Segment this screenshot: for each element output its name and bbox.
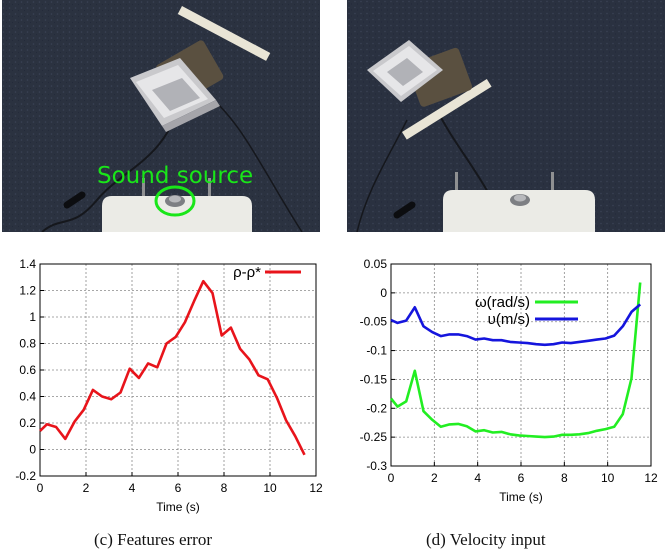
x-tick-label: 10 <box>263 481 277 495</box>
chart-velocity-input: 0 2 4 6 8 10 12 -0.3 -0.25 -0.2 -0.15 -0.1 -0.05 0 0.0… <box>330 248 665 528</box>
x-tick-label: 4 <box>474 471 481 485</box>
y-tick-label: 0.4 <box>19 390 36 404</box>
series-line <box>39 279 306 456</box>
x-tick-label: 6 <box>175 481 182 495</box>
x-tick-label: 8 <box>561 471 568 485</box>
y-tick-label: 0.05 <box>364 257 388 271</box>
y-tick-label: -0.1 <box>366 344 387 358</box>
legend-label: ω(rad/s) <box>475 294 530 311</box>
ruler-bar <box>177 6 271 61</box>
x-tick-label: 6 <box>518 471 525 485</box>
robot <box>367 40 473 107</box>
x-axis-label: Time (s) <box>499 490 543 504</box>
y-tick-label: -0.2 <box>15 469 36 483</box>
x-tick-label: 2 <box>431 471 438 485</box>
photo-robot-start: Sound source <box>2 0 320 232</box>
y-tick-label: 1.4 <box>19 257 36 271</box>
x-tick-label: 0 <box>37 481 44 495</box>
y-tick-label: -0.15 <box>360 372 388 386</box>
x-tick-label: 8 <box>221 481 228 495</box>
x-tick-label: 12 <box>309 481 323 495</box>
y-tick-label: -0.05 <box>360 315 388 329</box>
chart-features-error: 0 2 4 6 8 10 12 -0.2 0 0.2 0.4 0.6 0.8 1 1.2 1.4 Time (s… <box>0 248 330 528</box>
y-tick-label: 1.2 <box>19 284 36 298</box>
sound-source-label: Sound source <box>97 163 253 189</box>
y-tick-label: 0.6 <box>19 363 36 377</box>
y-tick-label: -0.3 <box>366 459 387 473</box>
caption-features-error: (c) Features error <box>94 530 212 549</box>
x-tick-label: 0 <box>388 471 395 485</box>
x-tick-label: 4 <box>129 481 136 495</box>
y-tick-label: 0.8 <box>19 337 36 351</box>
photo-robot-end <box>347 0 665 232</box>
x-tick-label: 2 <box>83 481 90 495</box>
caption-velocity-input: (d) Velocity input <box>426 530 546 549</box>
chart-canvas: 0 2 4 6 8 10 12 -0.3 -0.25 -0.2 -0.15 -0.1 -0.05 0 0.0… <box>360 257 658 504</box>
legend-label: υ(m/s) <box>488 311 530 328</box>
x-tick-label: 10 <box>601 471 615 485</box>
speaker-table <box>443 172 595 232</box>
y-tick-label: 0.2 <box>19 416 36 430</box>
ruler-bar <box>402 79 492 140</box>
robot <box>130 40 224 132</box>
y-tick-label: -0.25 <box>360 430 388 444</box>
legend-label: ρ-ρ* <box>233 264 261 281</box>
y-tick-label: -0.2 <box>366 401 387 415</box>
series-line <box>389 282 642 439</box>
y-tick-label: 0 <box>380 286 387 300</box>
x-tick-label: 12 <box>644 471 658 485</box>
x-axis-label: Time (s) <box>156 500 200 514</box>
series-line <box>390 303 642 347</box>
sound-source-marker <box>154 185 196 217</box>
y-tick-label: 0 <box>29 443 36 457</box>
y-tick-label: 1 <box>29 310 36 324</box>
